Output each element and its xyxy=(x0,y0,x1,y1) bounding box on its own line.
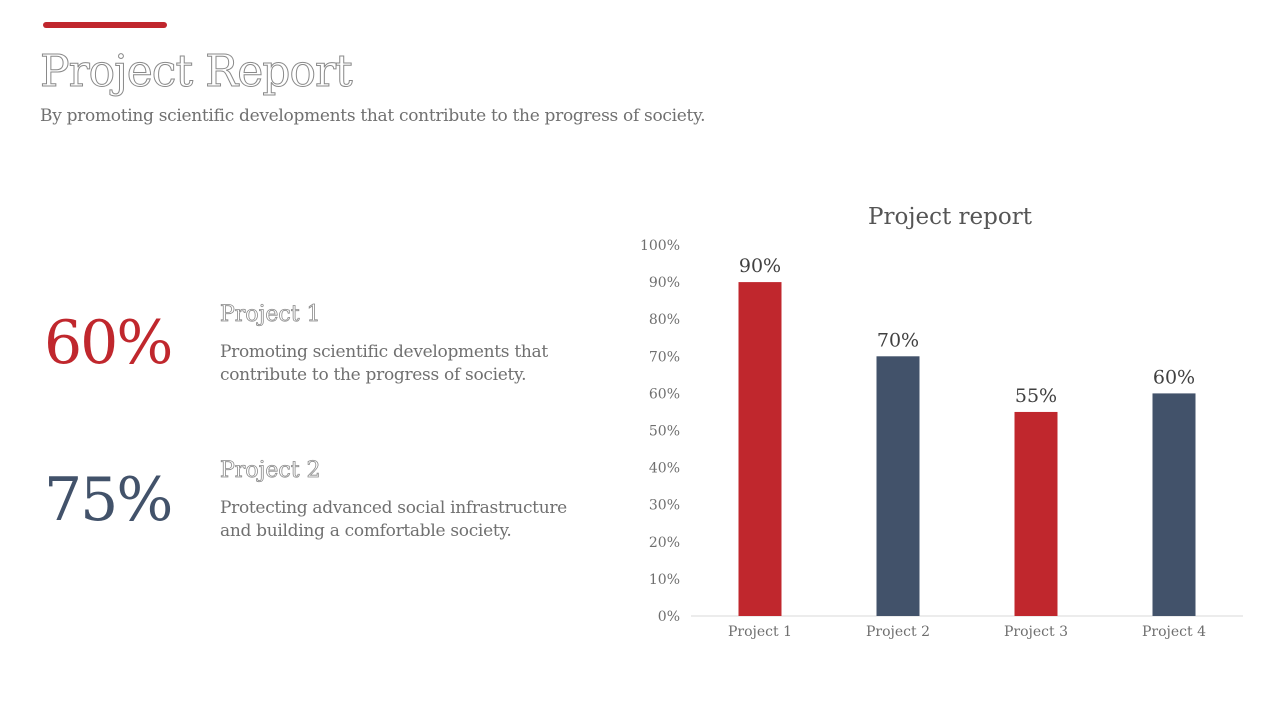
y-tick-label: 0% xyxy=(658,609,680,625)
data-label: 90% xyxy=(739,255,781,277)
chart-title: Project report xyxy=(868,204,1033,230)
x-category-label: Project 3 xyxy=(1004,624,1068,640)
y-tick-label: 90% xyxy=(649,275,680,291)
data-label: 60% xyxy=(1153,366,1195,388)
stat-value-project-1: 60% xyxy=(44,308,173,378)
bar-project-2 xyxy=(876,356,920,616)
bar-project-4 xyxy=(1152,393,1196,616)
bar-project-1 xyxy=(738,282,782,616)
title-accent-bar xyxy=(43,22,167,28)
x-category-label: Project 1 xyxy=(728,624,792,640)
stat-heading-project-2: Project 2 xyxy=(220,458,321,484)
y-tick-label: 100% xyxy=(640,238,680,254)
y-tick-label: 30% xyxy=(649,498,680,514)
y-tick-label: 70% xyxy=(649,349,680,365)
y-tick-label: 40% xyxy=(649,461,680,477)
x-category-label: Project 4 xyxy=(1142,624,1206,640)
y-axis-ticks: 0% 10% 20% 30% 40% 50% 60% 70% 80% 90% 100% xyxy=(640,238,680,625)
data-labels-group: 90% 70% 55% 60% xyxy=(739,255,1195,407)
data-label: 70% xyxy=(877,329,919,351)
y-tick-label: 80% xyxy=(649,312,680,328)
page-subtitle: By promoting scientific developments tha… xyxy=(40,106,706,126)
y-tick-label: 50% xyxy=(649,424,680,440)
stat-heading-project-1: Project 1 xyxy=(220,302,321,328)
bar-project-3 xyxy=(1014,411,1058,616)
stat-description-project-2: Protecting advanced social infrastructur… xyxy=(220,498,567,541)
y-tick-label: 60% xyxy=(649,386,680,402)
bars-group xyxy=(738,282,1196,616)
x-axis-categories: Project 1 Project 2 Project 3 Project 4 xyxy=(728,624,1206,640)
x-category-label: Project 2 xyxy=(866,624,930,640)
y-tick-label: 20% xyxy=(649,535,680,551)
y-tick-label: 10% xyxy=(649,572,680,588)
stat-description-project-1: Promoting scientific developments that c… xyxy=(220,342,548,385)
page-title: Project Report xyxy=(40,46,354,98)
data-label: 55% xyxy=(1015,385,1057,407)
stat-value-project-2: 75% xyxy=(44,465,173,535)
